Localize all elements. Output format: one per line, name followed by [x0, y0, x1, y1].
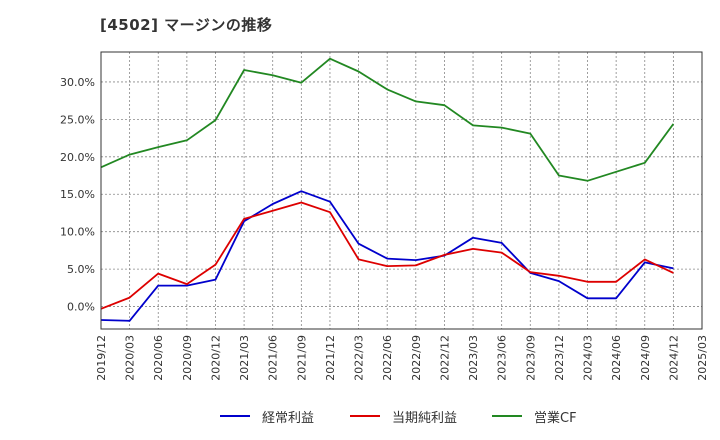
axis-layer: 2019/12 2020/03 2020/06 2020/09 2020/12 2021/… [60, 76, 709, 381]
x-tick-label: 2022/12 [438, 335, 451, 381]
x-tick-label: 2020/06 [152, 335, 165, 381]
x-tick-label: 2021/12 [324, 335, 337, 381]
y-tick-label: 5.0% [67, 263, 95, 276]
series-line-2 [100, 57, 675, 182]
x-tick-label: 2021/06 [267, 335, 280, 381]
legend-item: 経常利益 [220, 404, 314, 428]
x-tick-label: 2022/09 [410, 335, 423, 381]
y-tick-label: 25.0% [60, 113, 95, 126]
grid-layer [101, 52, 702, 329]
plot-background [101, 52, 702, 329]
x-tick-label: 2024/09 [639, 335, 652, 381]
x-tick-label: 2023/12 [553, 335, 566, 381]
y-tick-label: 30.0% [60, 76, 95, 89]
legend-label: 経常利益 [262, 410, 315, 426]
x-tick-label: 2025/03 [696, 335, 709, 381]
plot-frame [100, 51, 703, 330]
x-tick-label: 2020/09 [181, 335, 194, 381]
y-tick-label: 10.0% [60, 226, 95, 239]
x-tick-label: 2022/03 [353, 335, 366, 381]
series-line-1 [100, 201, 674, 310]
x-tick-label: 2023/06 [496, 335, 509, 381]
x-tick-label: 2023/03 [467, 335, 480, 381]
legend-label: 当期純利益 [392, 410, 458, 426]
legend-item: 当期純利益 [350, 404, 457, 428]
series-layer [100, 57, 675, 322]
legend-swatch [220, 415, 250, 417]
x-tick-label: 2019/12 [95, 335, 108, 381]
x-tick-label: 2022/06 [381, 335, 394, 381]
y-tick-label: 0.0% [67, 301, 95, 314]
legend-swatch [492, 415, 522, 417]
x-tick-label: 2024/03 [582, 335, 595, 381]
x-tick-label: 2021/03 [238, 335, 251, 381]
legend: 経常利益 当期純利益 営業CF [0, 404, 720, 428]
y-tick-label: 20.0% [60, 151, 95, 164]
x-tick-label: 2024/06 [610, 335, 623, 381]
y-tick-label: 15.0% [60, 188, 95, 201]
series-line-0 [100, 190, 674, 322]
x-tick-label: 2021/09 [295, 335, 308, 381]
x-tick-label: 2020/03 [124, 335, 137, 381]
x-tick-label: 2020/12 [209, 335, 222, 381]
legend-swatch [350, 415, 380, 417]
x-tick-label: 2023/09 [524, 335, 537, 381]
legend-item: 営業CF [492, 404, 577, 428]
legend-label: 営業CF [534, 410, 577, 426]
chart-title: [4502] マージンの推移 [100, 16, 273, 34]
x-tick-label: 2024/12 [667, 335, 680, 381]
